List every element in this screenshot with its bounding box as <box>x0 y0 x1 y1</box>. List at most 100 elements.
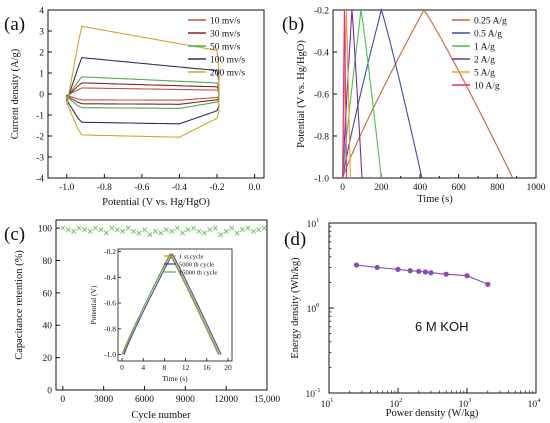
b-xtick-label: 600 <box>452 183 467 193</box>
c-point <box>71 228 77 234</box>
c-ytick-label: 80 <box>43 257 53 267</box>
panel-a-xlabel: Potential (V vs. Hg/HgO) <box>102 197 210 208</box>
b-legend-label: 0.5 A/g <box>474 30 502 40</box>
inset-legend-label: 5000 th cycle <box>179 261 214 268</box>
a-xtick-label: -0.6 <box>134 183 149 193</box>
d-point <box>428 270 434 276</box>
b-xtick-label: 800 <box>490 183 505 193</box>
a-legend-label: 30 mv/s <box>210 30 241 40</box>
c-point <box>234 230 240 236</box>
b-series-6 <box>342 9 348 178</box>
d-ytick-label: 101 <box>307 217 320 230</box>
a-series-5 <box>66 25 220 138</box>
panel-c-inset: -0.2 -0.4 -0.6 -0.8 -1.0 0 4 8 12 16 20 1 st cycl… <box>89 247 233 383</box>
inset-ytick-label: -0.8 <box>104 324 116 333</box>
b-legend-label: 2 A/g <box>474 56 495 66</box>
b-series-5 <box>342 9 351 179</box>
c-point <box>196 228 202 234</box>
a-ytick-label: 4 <box>39 7 44 17</box>
inset-xlabel: Time (s) <box>162 374 188 383</box>
a-ytick-label: -4 <box>36 175 44 185</box>
b-legend-label: 0.25 A/g <box>474 17 507 27</box>
c-point <box>114 227 120 233</box>
c-point <box>261 225 267 231</box>
c-point <box>174 225 180 231</box>
panel-c-frame <box>55 219 268 391</box>
d-point <box>353 262 360 268</box>
panel-c-label: (c) <box>4 224 25 245</box>
a-legend-label: 100 mv/s <box>210 56 245 66</box>
b-legend-label: 1 A/g <box>474 43 495 53</box>
c-point <box>147 232 153 238</box>
c-ytick-label: 0 <box>47 387 52 397</box>
panel-d-annotation: 6 M KOH <box>415 319 468 334</box>
c-point <box>92 225 99 231</box>
d-ytick-label: 100 <box>307 302 320 315</box>
inset-xtick-label: 4 <box>141 363 145 372</box>
b-legend-label: 10 A/g <box>474 82 500 92</box>
inset-ytick-label: -0.2 <box>104 247 116 256</box>
panel-d-frame <box>328 222 537 394</box>
a-legend-label: 10 mv/s <box>210 17 241 27</box>
c-point <box>223 228 229 234</box>
c-point <box>218 232 224 238</box>
a-series-1 <box>66 87 220 101</box>
c-point <box>152 228 158 234</box>
c-point <box>65 227 71 233</box>
c-point <box>141 227 148 233</box>
a-legend-label: 200 mv/s <box>210 69 245 79</box>
d-xtick-label: 102 <box>390 397 403 410</box>
inset-xtick-label: 20 <box>224 363 232 372</box>
c-point <box>180 230 186 236</box>
c-point <box>60 225 66 231</box>
panel-c-xlabel: Cycle number <box>131 410 191 421</box>
b-legend-label: 5 A/g <box>474 69 495 79</box>
c-point <box>76 225 82 231</box>
c-point <box>82 227 88 233</box>
a-xtick-label: -1.0 <box>59 183 74 193</box>
c-ytick-label: 40 <box>43 322 53 332</box>
c-point <box>120 228 126 234</box>
a-ytick-label: -1 <box>36 112 44 122</box>
b-ytick-label: -0.8 <box>314 133 329 143</box>
inset-ytick-label: -0.4 <box>104 273 116 282</box>
inset-ylabel: Potential (V) <box>89 285 98 324</box>
inset-legend-label: 1 st cycle <box>179 253 204 260</box>
c-xtick-label: 15,000 <box>254 395 280 405</box>
d-point <box>464 273 470 279</box>
c-ytick-label: 100 <box>38 225 53 235</box>
b-series-1 <box>342 8 514 179</box>
d-point <box>416 268 422 274</box>
c-point <box>136 230 142 236</box>
d-xtick-label: 101 <box>321 397 334 410</box>
c-xtick-label: 3000 <box>94 395 113 405</box>
inset-legend-label: 15000 th cycle <box>179 269 217 276</box>
panel-a-ylabel: Current density (A/g) <box>10 48 21 139</box>
a-xtick-label: -0.8 <box>97 183 112 193</box>
c-xtick-label: 9000 <box>176 395 195 405</box>
inset-xtick-label: 16 <box>203 363 211 372</box>
a-xtick-label: 0.0 <box>249 183 261 193</box>
c-ytick-label: 60 <box>43 289 53 299</box>
panel-d-xlabel: Power density (W/kg) <box>386 408 479 419</box>
c-point <box>98 227 104 233</box>
panel-a: (a) -4 -3 -2 -1 0 1 2 3 4 -1.0 -0.8 -0.6 -0.4 -0.2 0.… <box>4 7 265 208</box>
b-xtick-label: 200 <box>374 183 389 193</box>
c-xtick-label: 6000 <box>135 395 154 405</box>
c-point <box>207 227 213 233</box>
b-ytick-label: -0.4 <box>314 49 329 59</box>
a-xtick-label: -0.4 <box>172 183 187 193</box>
inset-series-3 <box>122 253 219 355</box>
c-point <box>212 225 218 231</box>
b-ytick-label: -0.6 <box>314 91 329 101</box>
c-point <box>125 225 131 231</box>
panel-a-label: (a) <box>4 14 25 35</box>
c-point <box>250 228 256 234</box>
inset-ytick-label: -1.0 <box>104 350 116 359</box>
panel-b-frame <box>332 9 537 179</box>
a-ytick-label: 3 <box>39 28 44 38</box>
inset-series-2 <box>123 253 222 355</box>
b-xtick-label: 0 <box>340 183 345 193</box>
